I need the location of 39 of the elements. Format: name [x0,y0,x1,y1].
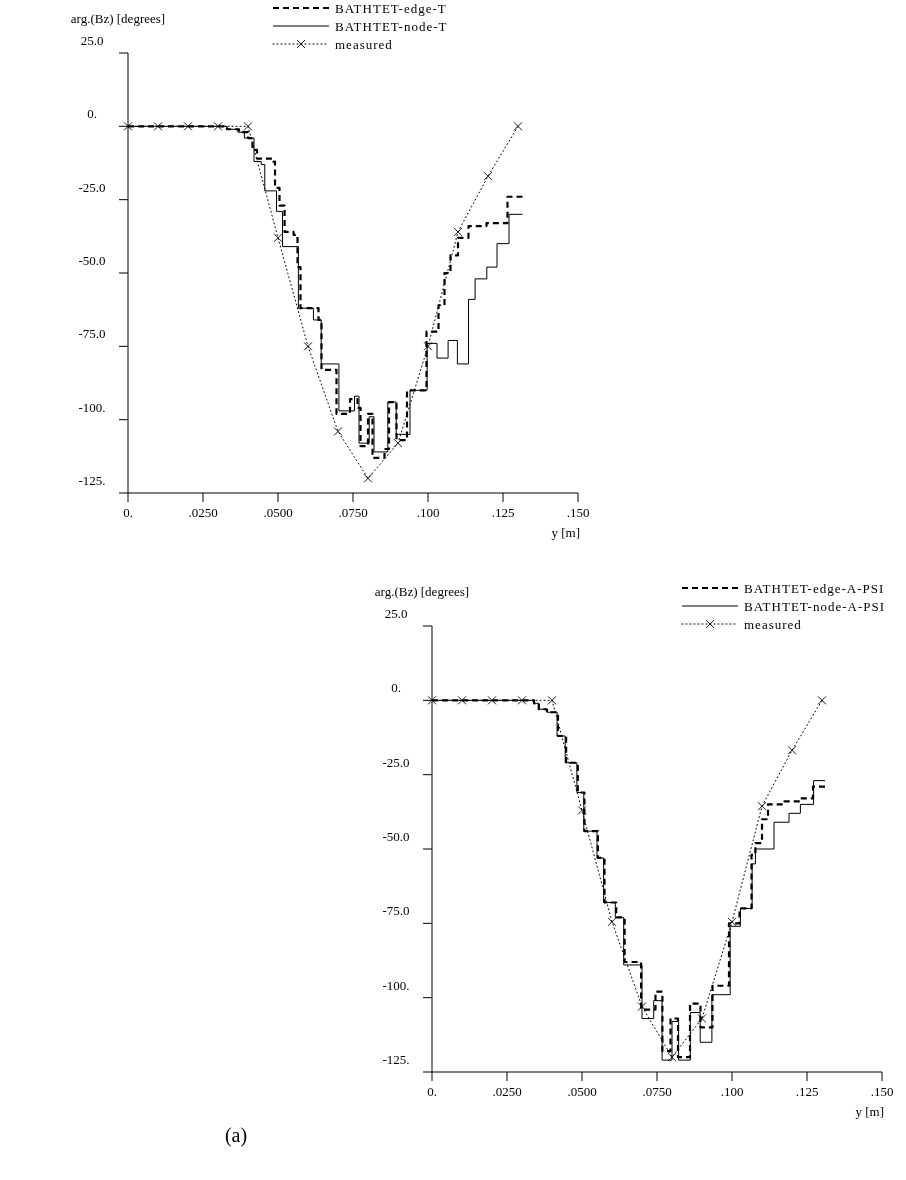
x-tick-label: 0. [427,1084,437,1099]
legend-label: BATHTET-edge-A-PSI [744,581,885,596]
x-tick-label: .100 [720,1084,744,1099]
x-axis-title: y [m] [855,1104,884,1119]
x-tick-label: .0750 [642,1084,672,1099]
y-tick-label: 25.0 [80,33,104,48]
legend-label: measured [335,37,393,52]
y-tick-label: -50.0 [78,253,106,268]
x-axis-title: y [m] [551,525,580,540]
legend-label: BATHTET-node-A-PSI [744,599,886,614]
x-tick-label: .0500 [567,1084,597,1099]
x-tick-label: .0250 [492,1084,522,1099]
text: (a) [224,1124,248,1147]
y-tick-label: -125. [78,473,106,488]
x-tick-label: .100 [416,505,440,520]
y-tick-label: 0. [391,680,401,696]
y-tick-label: -75.0 [382,903,410,919]
y-axis-title: arg.(Bz) [degrees] [70,11,166,26]
y-tick-label: 25.0 [384,606,408,621]
legend-label: measured [744,617,802,632]
y-tick-label: -100. [78,399,106,415]
x-tick-label: .150 [566,505,590,520]
legend-label: BATHTET-edge-T [335,1,447,16]
y-axis-title: arg.(Bz) [degrees] [374,584,470,599]
x-tick-label: .0750 [338,505,368,520]
y-tick-label: -75.0 [78,326,106,342]
y-tick-label: -100. [382,977,410,993]
y-tick-label: -25.0 [78,179,106,195]
x-tick-label: .125 [795,1084,819,1099]
y-tick-label: 0. [87,106,97,122]
y-tick-label: -25.0 [382,754,410,770]
x-tick-label: 0. [123,505,133,520]
legend-label: BATHTET-node-T [335,19,448,34]
x-tick-label: .125 [491,505,515,520]
y-tick-label: -50.0 [382,829,410,844]
x-tick-label: .150 [870,1084,894,1099]
x-tick-label: .0250 [188,505,218,520]
x-tick-label: .0500 [263,505,293,520]
y-tick-label: -125. [382,1052,410,1067]
